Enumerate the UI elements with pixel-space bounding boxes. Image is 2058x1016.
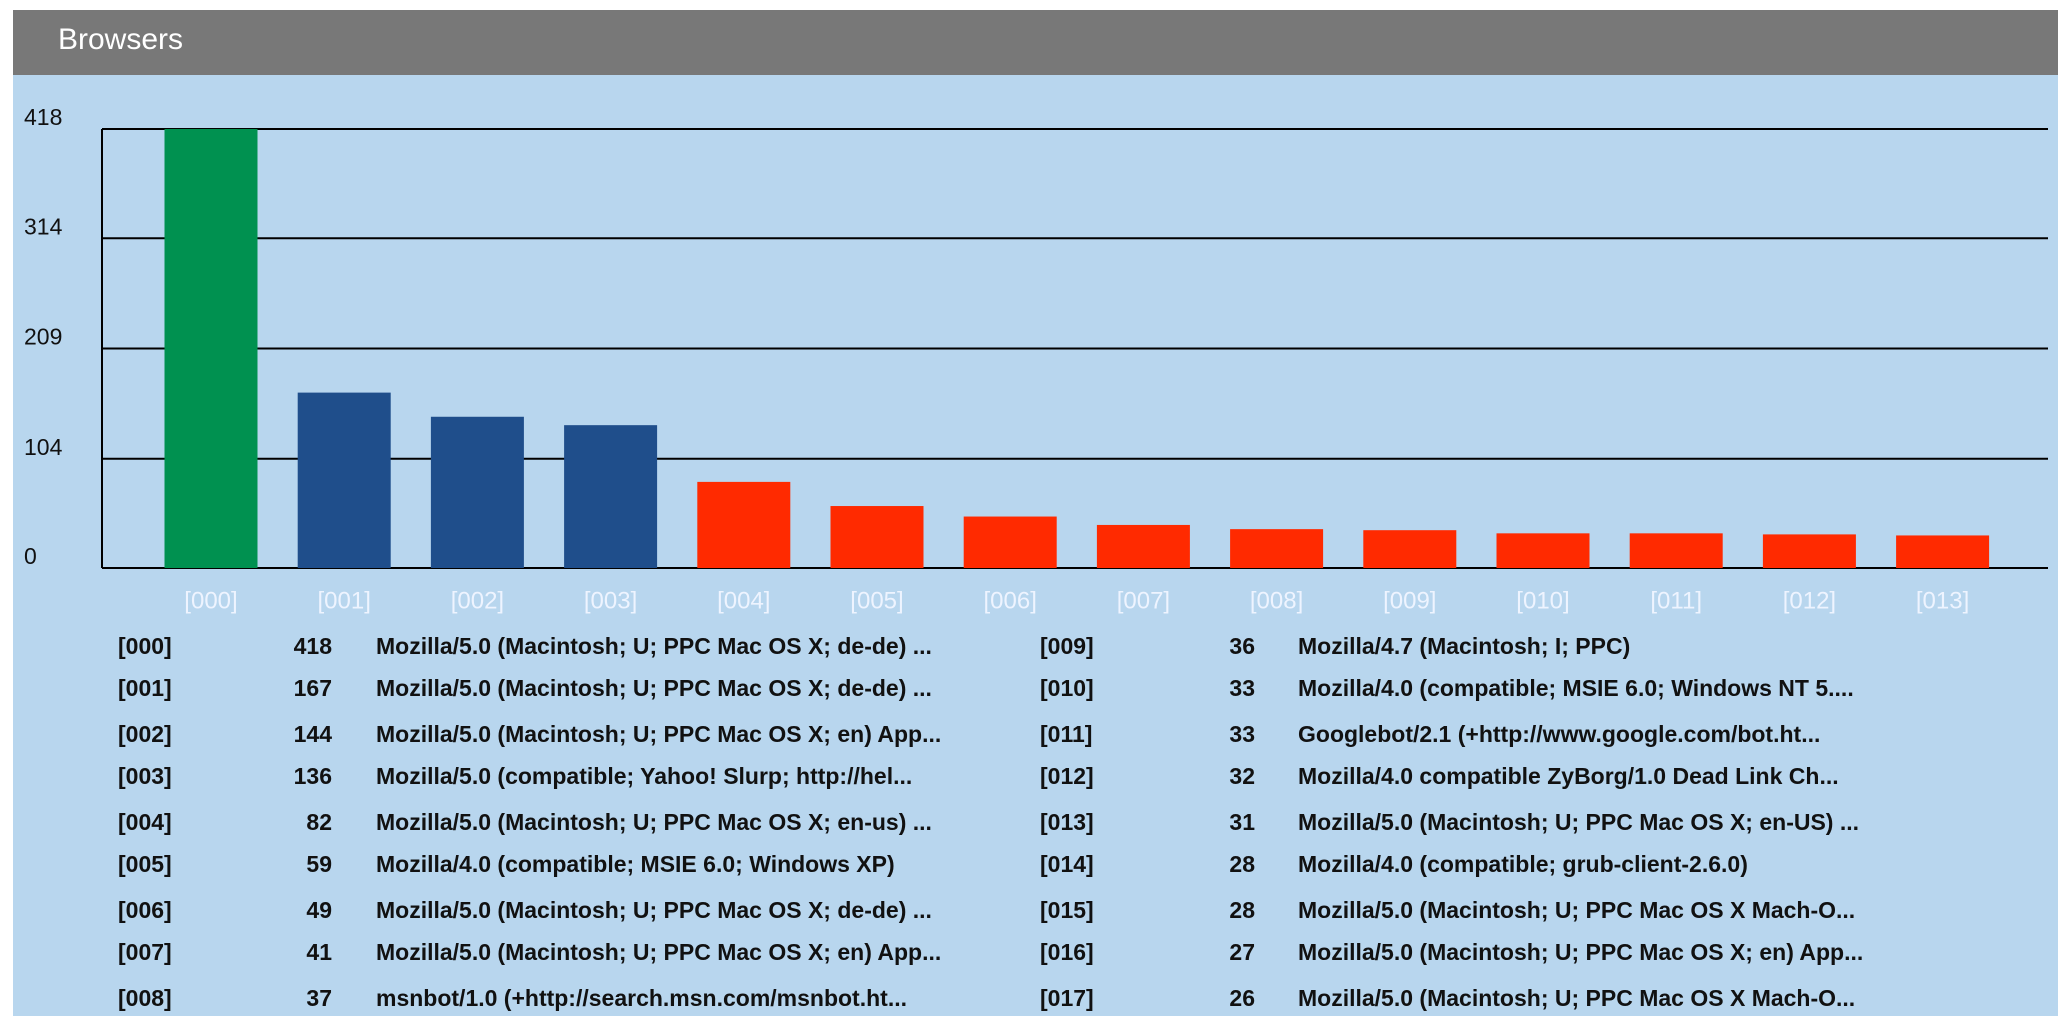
row-id: [002] [118,721,172,747]
row-id: [005] [118,851,172,877]
row-count: 33 [1229,675,1255,701]
row-agent: Mozilla/5.0 (Macintosh; U; PPC Mac OS X … [1298,897,1855,923]
row-agent: Mozilla/4.0 (compatible; MSIE 6.0; Windo… [1298,675,1854,701]
bar [1096,524,1190,568]
x-tick-label: [011] [1650,587,1702,614]
row-agent: Mozilla/5.0 (Macintosh; U; PPC Mac OS X;… [376,633,932,659]
x-tick-label: [009] [1383,587,1436,614]
row-count: 49 [306,897,332,923]
row-id: [009] [1040,633,1094,659]
row-agent: Googlebot/2.1 (+http://www.google.com/bo… [1298,721,1820,747]
row-id: [014] [1040,851,1094,877]
bar [430,416,524,568]
x-tick-label: [008] [1250,587,1303,614]
row-count: 31 [1229,809,1255,835]
row-id: [008] [118,985,172,1011]
x-tick-label: [012] [1783,587,1836,614]
row-count: 28 [1229,851,1255,877]
row-id: [015] [1040,897,1094,923]
bar [164,129,258,568]
row-agent: Mozilla/5.0 (Macintosh; U; PPC Mac OS X;… [1298,939,1863,965]
row-agent: Mozilla/4.0 compatible ZyBorg/1.0 Dead L… [1298,763,1839,789]
bar [1629,533,1723,568]
row-id: [001] [118,675,172,701]
row-count: 59 [306,851,332,877]
bar [1896,535,1990,568]
bar [1363,530,1457,568]
bar [1762,534,1856,568]
bar [564,425,658,568]
row-count: 167 [294,675,332,701]
row-id: [017] [1040,985,1094,1011]
row-agent: Mozilla/5.0 (Macintosh; U; PPC Mac OS X;… [376,897,932,923]
row-count: 418 [294,633,333,659]
row-agent: Mozilla/5.0 (Macintosh; U; PPC Mac OS X;… [376,721,941,747]
row-id: [013] [1040,809,1094,835]
row-id: [007] [118,939,172,965]
x-tick-label: [003] [584,587,637,614]
bar [830,506,924,568]
x-tick-label: [010] [1516,587,1569,614]
x-tick-label: [002] [451,587,504,614]
row-count: 136 [294,763,332,789]
row-agent: Mozilla/4.0 (compatible; grub-client-2.6… [1298,851,1748,877]
row-id: [010] [1040,675,1094,701]
y-tick-label: 209 [24,324,62,350]
row-agent: Mozilla/5.0 (Macintosh; U; PPC Mac OS X;… [1298,809,1859,835]
row-count: 33 [1229,721,1255,747]
row-count: 36 [1229,633,1255,659]
row-count: 82 [306,809,332,835]
x-tick-label: [004] [717,587,770,614]
row-id: [000] [118,633,172,659]
x-tick-label: [001] [318,587,371,614]
row-agent: Mozilla/5.0 (compatible; Yahoo! Slurp; h… [376,763,912,789]
header-title: Browsers [58,23,183,56]
bar [697,481,791,568]
row-count: 37 [306,985,332,1011]
row-id: [012] [1040,763,1094,789]
row-count: 28 [1229,897,1255,923]
row-agent: msnbot/1.0 (+http://search.msn.com/msnbo… [376,985,907,1011]
x-tick-label: [007] [1117,587,1170,614]
y-tick-label: 418 [24,104,62,130]
bar [1496,533,1590,568]
row-count: 27 [1229,939,1255,965]
x-tick-label: [005] [850,587,903,614]
row-id: [006] [118,897,172,923]
x-tick-label: [006] [984,587,1037,614]
row-id: [003] [118,763,172,789]
row-agent: Mozilla/4.7 (Macintosh; I; PPC) [1298,633,1630,659]
header-bar [13,10,2058,75]
bar [297,392,391,568]
row-count: 26 [1229,985,1255,1011]
row-count: 144 [294,721,333,747]
x-tick-label: [000] [184,587,237,614]
row-agent: Mozilla/4.0 (compatible; MSIE 6.0; Windo… [376,851,895,877]
row-id: [016] [1040,939,1094,965]
row-agent: Mozilla/5.0 (Macintosh; U; PPC Mac OS X;… [376,809,932,835]
x-tick-label: [013] [1916,587,1969,614]
y-tick-label: 314 [24,213,63,239]
row-agent: Mozilla/5.0 (Macintosh; U; PPC Mac OS X … [1298,985,1855,1011]
row-count: 41 [306,939,332,965]
row-id: [004] [118,809,172,835]
row-agent: Mozilla/5.0 (Macintosh; U; PPC Mac OS X;… [376,675,932,701]
row-count: 32 [1229,763,1255,789]
bar [963,516,1057,568]
row-id: [011] [1040,721,1092,747]
y-tick-label: 104 [24,434,63,460]
row-agent: Mozilla/5.0 (Macintosh; U; PPC Mac OS X;… [376,939,941,965]
bar [1230,529,1324,568]
y-tick-label: 0 [24,543,37,569]
